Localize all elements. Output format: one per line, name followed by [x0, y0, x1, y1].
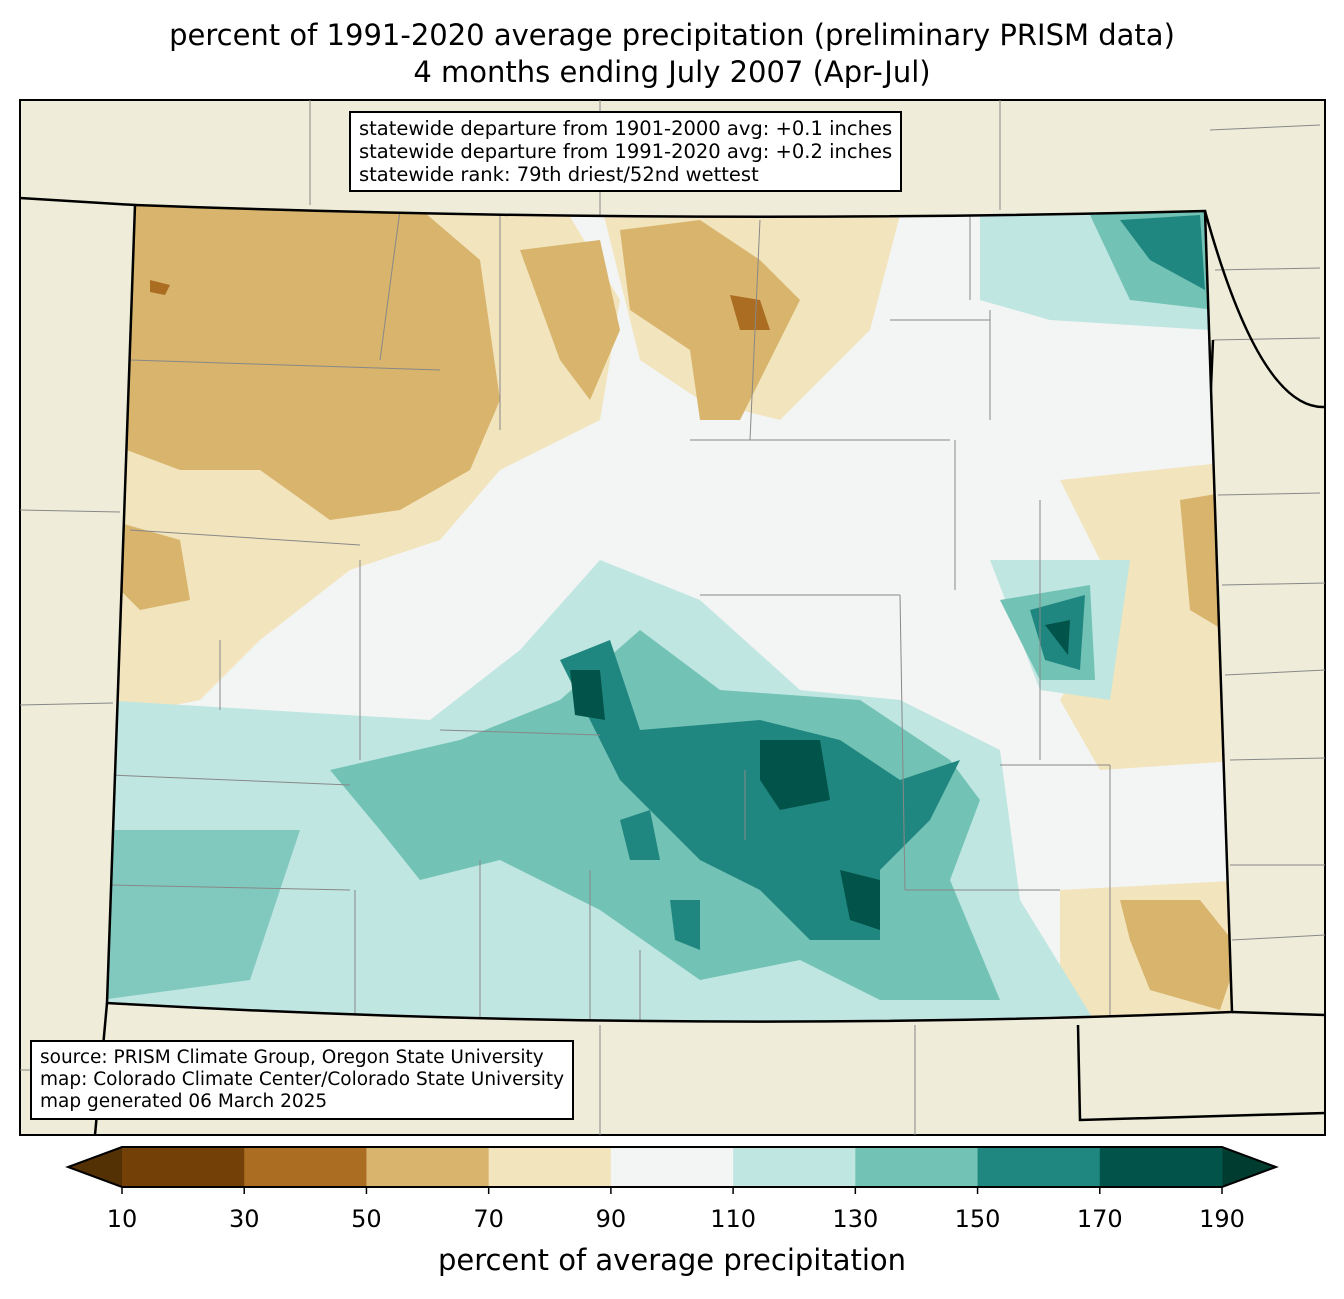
- credit-map: map: Colorado Climate Center/Colorado St…: [40, 1069, 565, 1090]
- statewide-stats-box: statewide departure from 1901-2000 avg: …: [349, 111, 903, 192]
- colorbar-tick-label: 130: [832, 1205, 879, 1233]
- colorbar-tick-label: 30: [228, 1205, 260, 1233]
- county-boundaries: [109, 209, 1111, 1020]
- colorbar-segment: [488, 1147, 612, 1187]
- colorbar-tick-label: 150: [954, 1205, 1001, 1233]
- credits-box: source: PRISM Climate Group, Oregon Stat…: [30, 1040, 575, 1120]
- state-borders: [19, 196, 1326, 1136]
- credit-generated: map generated 06 March 2025: [40, 1091, 328, 1112]
- colorbar-tick-label: 170: [1076, 1205, 1123, 1233]
- colorbar-segment: [1099, 1147, 1223, 1187]
- colorbar-segment: [977, 1147, 1101, 1187]
- colorbar-tick-label: 10: [106, 1205, 138, 1233]
- colorbar-segment: [244, 1147, 367, 1187]
- colorbar-tick-label: 110: [710, 1205, 757, 1233]
- colorado-boundary: [105, 203, 1234, 1023]
- colorbar-tick-label: 50: [351, 1205, 382, 1233]
- credit-source: source: PRISM Climate Group, Oregon Stat…: [40, 1047, 544, 1068]
- stat-departure-1901-2000: statewide departure from 1901-2000 avg: …: [359, 117, 893, 140]
- colorbar-segment: [855, 1147, 979, 1187]
- colorbar-segment: [366, 1147, 490, 1187]
- stat-rank: statewide rank: 79th driest/52nd wettest: [359, 163, 759, 186]
- colorbar-tick-label: 190: [1199, 1205, 1245, 1233]
- map-title: percent of 1991-2020 average precipitati…: [169, 18, 1175, 52]
- colorbar-under-arrow: [68, 1147, 122, 1187]
- stat-departure-1991-2020: statewide departure from 1991-2020 avg: …: [359, 140, 893, 163]
- colorbar-segment: [733, 1147, 856, 1187]
- precipitation-field: [107, 205, 1232, 1022]
- colorbar-segment: [610, 1147, 734, 1187]
- colorbar-tick-label: 70: [473, 1205, 504, 1233]
- colorbar-segment: [122, 1147, 245, 1187]
- map-subtitle: 4 months ending July 2007 (Apr-Jul): [413, 55, 931, 89]
- colorbar-over-arrow: [1222, 1147, 1276, 1187]
- colorbar: [65, 1146, 1279, 1194]
- colorbar-tick-label: 90: [595, 1205, 627, 1233]
- colorbar-label: percent of average precipitation: [437, 1243, 907, 1277]
